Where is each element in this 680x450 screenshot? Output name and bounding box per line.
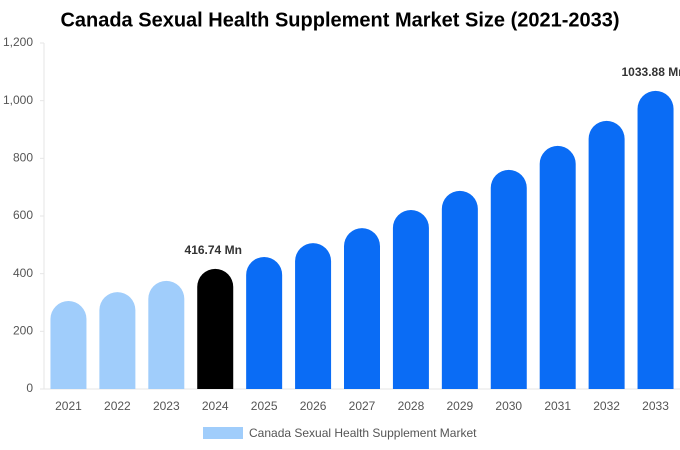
x-tick-label: 2021 (55, 399, 82, 413)
x-tick-label: 2026 (300, 399, 327, 413)
y-tick-label: 600 (13, 208, 33, 222)
legend-label: Canada Sexual Health Supplement Market (249, 426, 477, 440)
x-tick-label: 2023 (153, 399, 180, 413)
y-tick-label: 200 (13, 324, 33, 338)
bar (246, 256, 283, 389)
y-tick-label: 1,000 (3, 93, 33, 107)
x-tick-label: 2031 (544, 399, 571, 413)
y-tick-label: 400 (13, 266, 33, 280)
x-tick-label: 2027 (349, 399, 376, 413)
x-tick-label: 2022 (104, 399, 131, 413)
bar (539, 145, 576, 389)
bar (392, 209, 429, 389)
bar (588, 120, 625, 389)
value-label: 416.74 Mn (185, 243, 242, 257)
y-tick-label: 0 (26, 381, 33, 395)
bar (295, 243, 332, 389)
x-tick-label: 2032 (593, 399, 620, 413)
bar (99, 292, 136, 389)
bar (637, 90, 674, 389)
bar (441, 190, 478, 389)
bar (344, 228, 380, 389)
bar (148, 280, 185, 389)
y-tick-label: 800 (13, 151, 33, 165)
y-tick-label: 1,200 (3, 35, 33, 49)
x-tick-label: 2025 (251, 399, 278, 413)
x-tick-label: 2024 (202, 399, 229, 413)
legend-swatch (203, 427, 243, 439)
x-tick-label: 2033 (642, 399, 669, 413)
bar (50, 301, 87, 389)
x-tick-label: 2030 (495, 399, 522, 413)
bar (197, 268, 234, 389)
value-label: 1033.88 Mn (622, 65, 680, 79)
chart-title: Canada Sexual Health Supplement Market S… (60, 9, 619, 31)
bar (490, 169, 527, 389)
x-tick-label: 2028 (398, 399, 425, 413)
x-tick-label: 2029 (446, 399, 473, 413)
